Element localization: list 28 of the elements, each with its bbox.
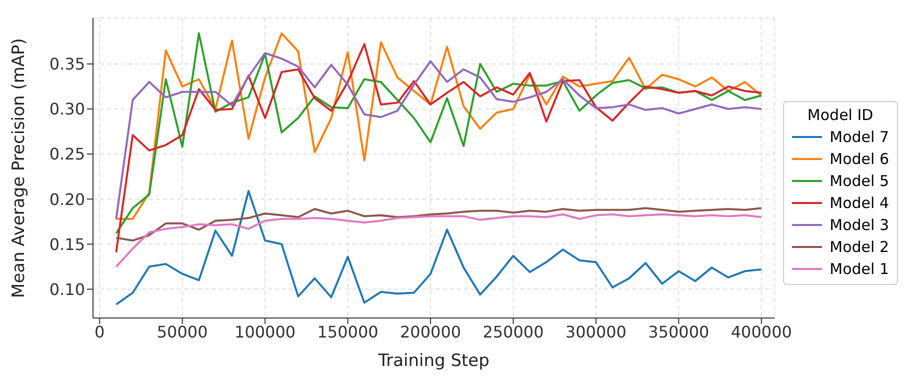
y-tick-label: 0.30 (49, 100, 85, 119)
x-tick-label: 150000 (317, 322, 378, 342)
legend-label: Model 2 (830, 237, 889, 258)
x-tick-label: 100000 (234, 322, 296, 342)
x-axis-title: Training Step (377, 351, 490, 371)
legend-label: Model 1 (830, 259, 889, 280)
y-tick-label: 0.10 (49, 280, 85, 299)
y-tick-label: 0.15 (49, 234, 85, 254)
x-tick-label: 50000 (156, 322, 208, 342)
x-tick-label: 350000 (648, 322, 710, 342)
line-series (115, 207, 762, 242)
y-tick-label: 0.35 (49, 54, 85, 74)
x-tick-label: 400000 (730, 322, 792, 342)
legend-label: Model 4 (830, 193, 889, 214)
y-axis-title: Mean Average Precision (mAP) (9, 38, 30, 298)
legend-label: Model 6 (830, 149, 889, 170)
legend-title: Model ID (806, 106, 874, 124)
y-tick-label: 0.20 (49, 190, 85, 209)
legend-label: Model 7 (830, 127, 889, 148)
legend-label: Model 5 (830, 171, 889, 192)
x-tick-label: 200000 (400, 322, 462, 342)
x-tick-label: 300000 (565, 322, 626, 342)
y-tick-label: 0.25 (49, 144, 85, 164)
line-series (115, 190, 762, 306)
line-series (115, 213, 762, 268)
legend-label: Model 3 (830, 215, 889, 236)
x-tick-label: 250000 (482, 322, 544, 342)
x-tick-label: 0 (94, 322, 105, 342)
